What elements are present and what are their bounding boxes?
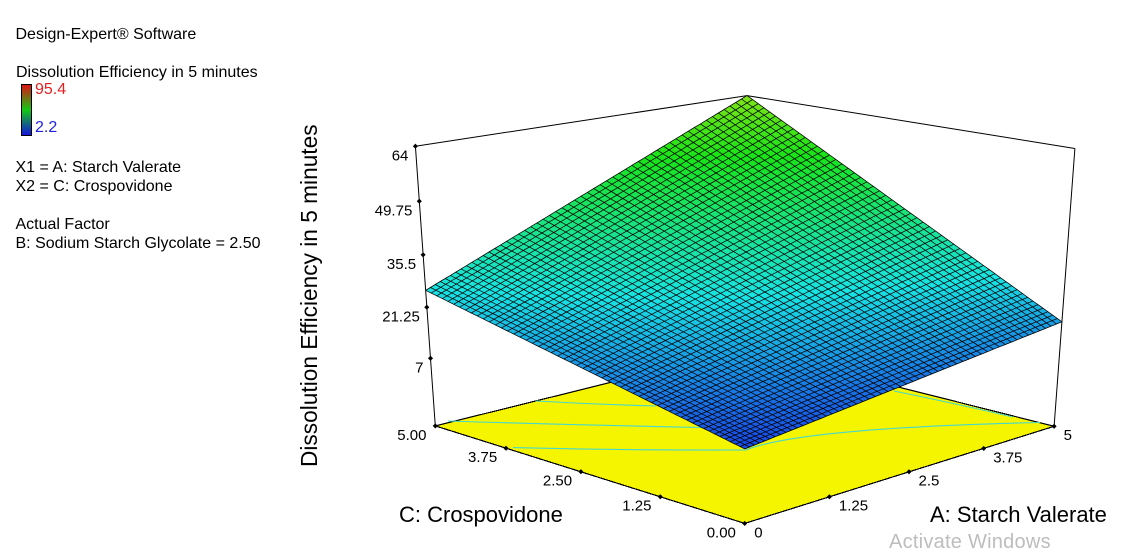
svg-text:35.5: 35.5 (387, 256, 416, 273)
svg-text:0.00: 0.00 (707, 524, 736, 541)
svg-text:7: 7 (415, 360, 423, 377)
svg-text:21.25: 21.25 (382, 309, 420, 326)
svg-text:3.75: 3.75 (993, 449, 1022, 466)
svg-text:3.75: 3.75 (468, 449, 497, 466)
svg-text:64: 64 (392, 148, 409, 165)
svg-text:1.25: 1.25 (839, 498, 868, 515)
svg-text:2.5: 2.5 (919, 473, 940, 490)
svg-text:1.25: 1.25 (622, 498, 651, 515)
svg-text:2.50: 2.50 (543, 473, 572, 490)
svg-text:49.75: 49.75 (375, 203, 413, 220)
svg-text:0: 0 (754, 524, 762, 541)
svg-text:5.00: 5.00 (397, 427, 426, 444)
svg-text:5: 5 (1064, 427, 1072, 444)
